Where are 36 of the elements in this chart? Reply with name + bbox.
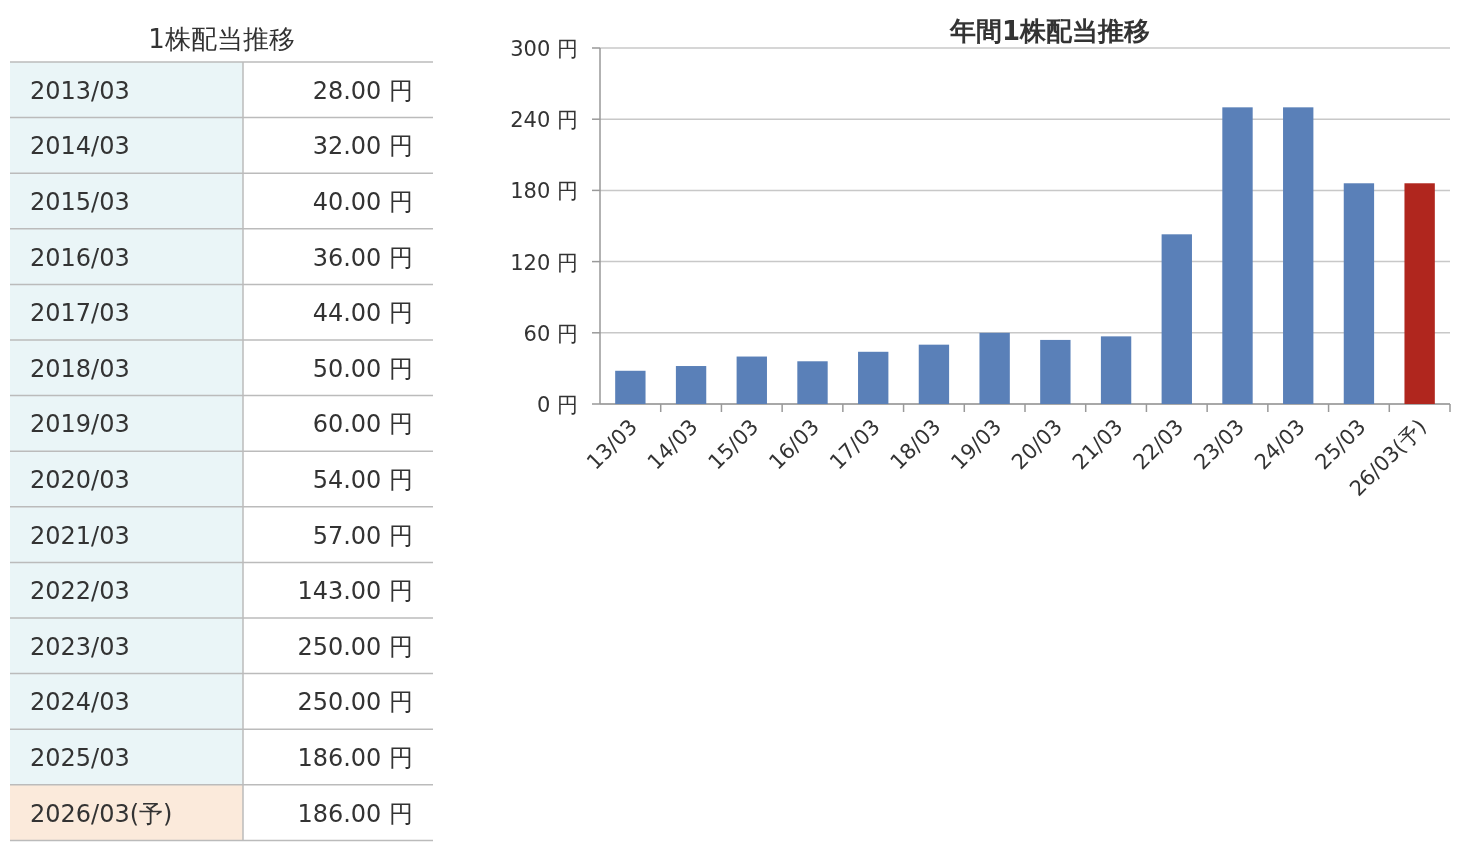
data-label: 54.00 円 <box>312 466 413 494</box>
category-label: 2013/03 <box>30 76 130 105</box>
y-tick-label: 0 円 <box>536 393 578 417</box>
text: 1株配当推移 <box>148 24 295 54</box>
category-label: 2024/03 <box>30 688 130 717</box>
data-label: 186.00 円 <box>297 744 413 772</box>
category-label: 2026/03(予) <box>30 799 173 828</box>
data-label: 28.00 円 <box>312 76 413 105</box>
y-tick-label: 240 円 <box>510 108 578 133</box>
data-label: 143.00 円 <box>297 577 413 606</box>
data-label: 250.00 円 <box>297 688 413 717</box>
category-label: 2019/03 <box>30 410 130 439</box>
data-label: 250.00 円 <box>297 632 413 661</box>
data-label: 57.00 円 <box>312 521 413 550</box>
category-label: 2025/03 <box>30 744 130 772</box>
data-label: 32.00 円 <box>312 132 413 161</box>
data-label: 36.00 円 <box>312 243 413 272</box>
category-label: 2022/03 <box>30 577 130 606</box>
data-label: 40.00 円 <box>312 188 413 216</box>
category-label: 2020/03 <box>30 466 130 494</box>
category-label: 2017/03 <box>30 299 130 328</box>
data-label: 60.00 円 <box>312 410 413 439</box>
category-label: 2018/03 <box>30 354 130 383</box>
category-label: 2016/03 <box>30 243 130 272</box>
category-label: 2014/03 <box>30 132 130 161</box>
category-label: 2015/03 <box>30 188 130 216</box>
y-tick-label: 60 円 <box>523 321 578 346</box>
data-label: 50.00 円 <box>312 354 413 383</box>
category-label: 2023/03 <box>30 632 130 661</box>
y-tick-label: 300 円 <box>510 37 578 61</box>
category-label: 2021/03 <box>30 521 130 550</box>
chart-title: 年間1株配当推移 <box>948 16 1151 46</box>
data-label: 186.00 円 <box>297 799 413 828</box>
y-tick-label: 120 円 <box>510 250 578 275</box>
y-tick-label: 180 円 <box>510 179 578 204</box>
data-label: 44.00 円 <box>312 299 413 328</box>
